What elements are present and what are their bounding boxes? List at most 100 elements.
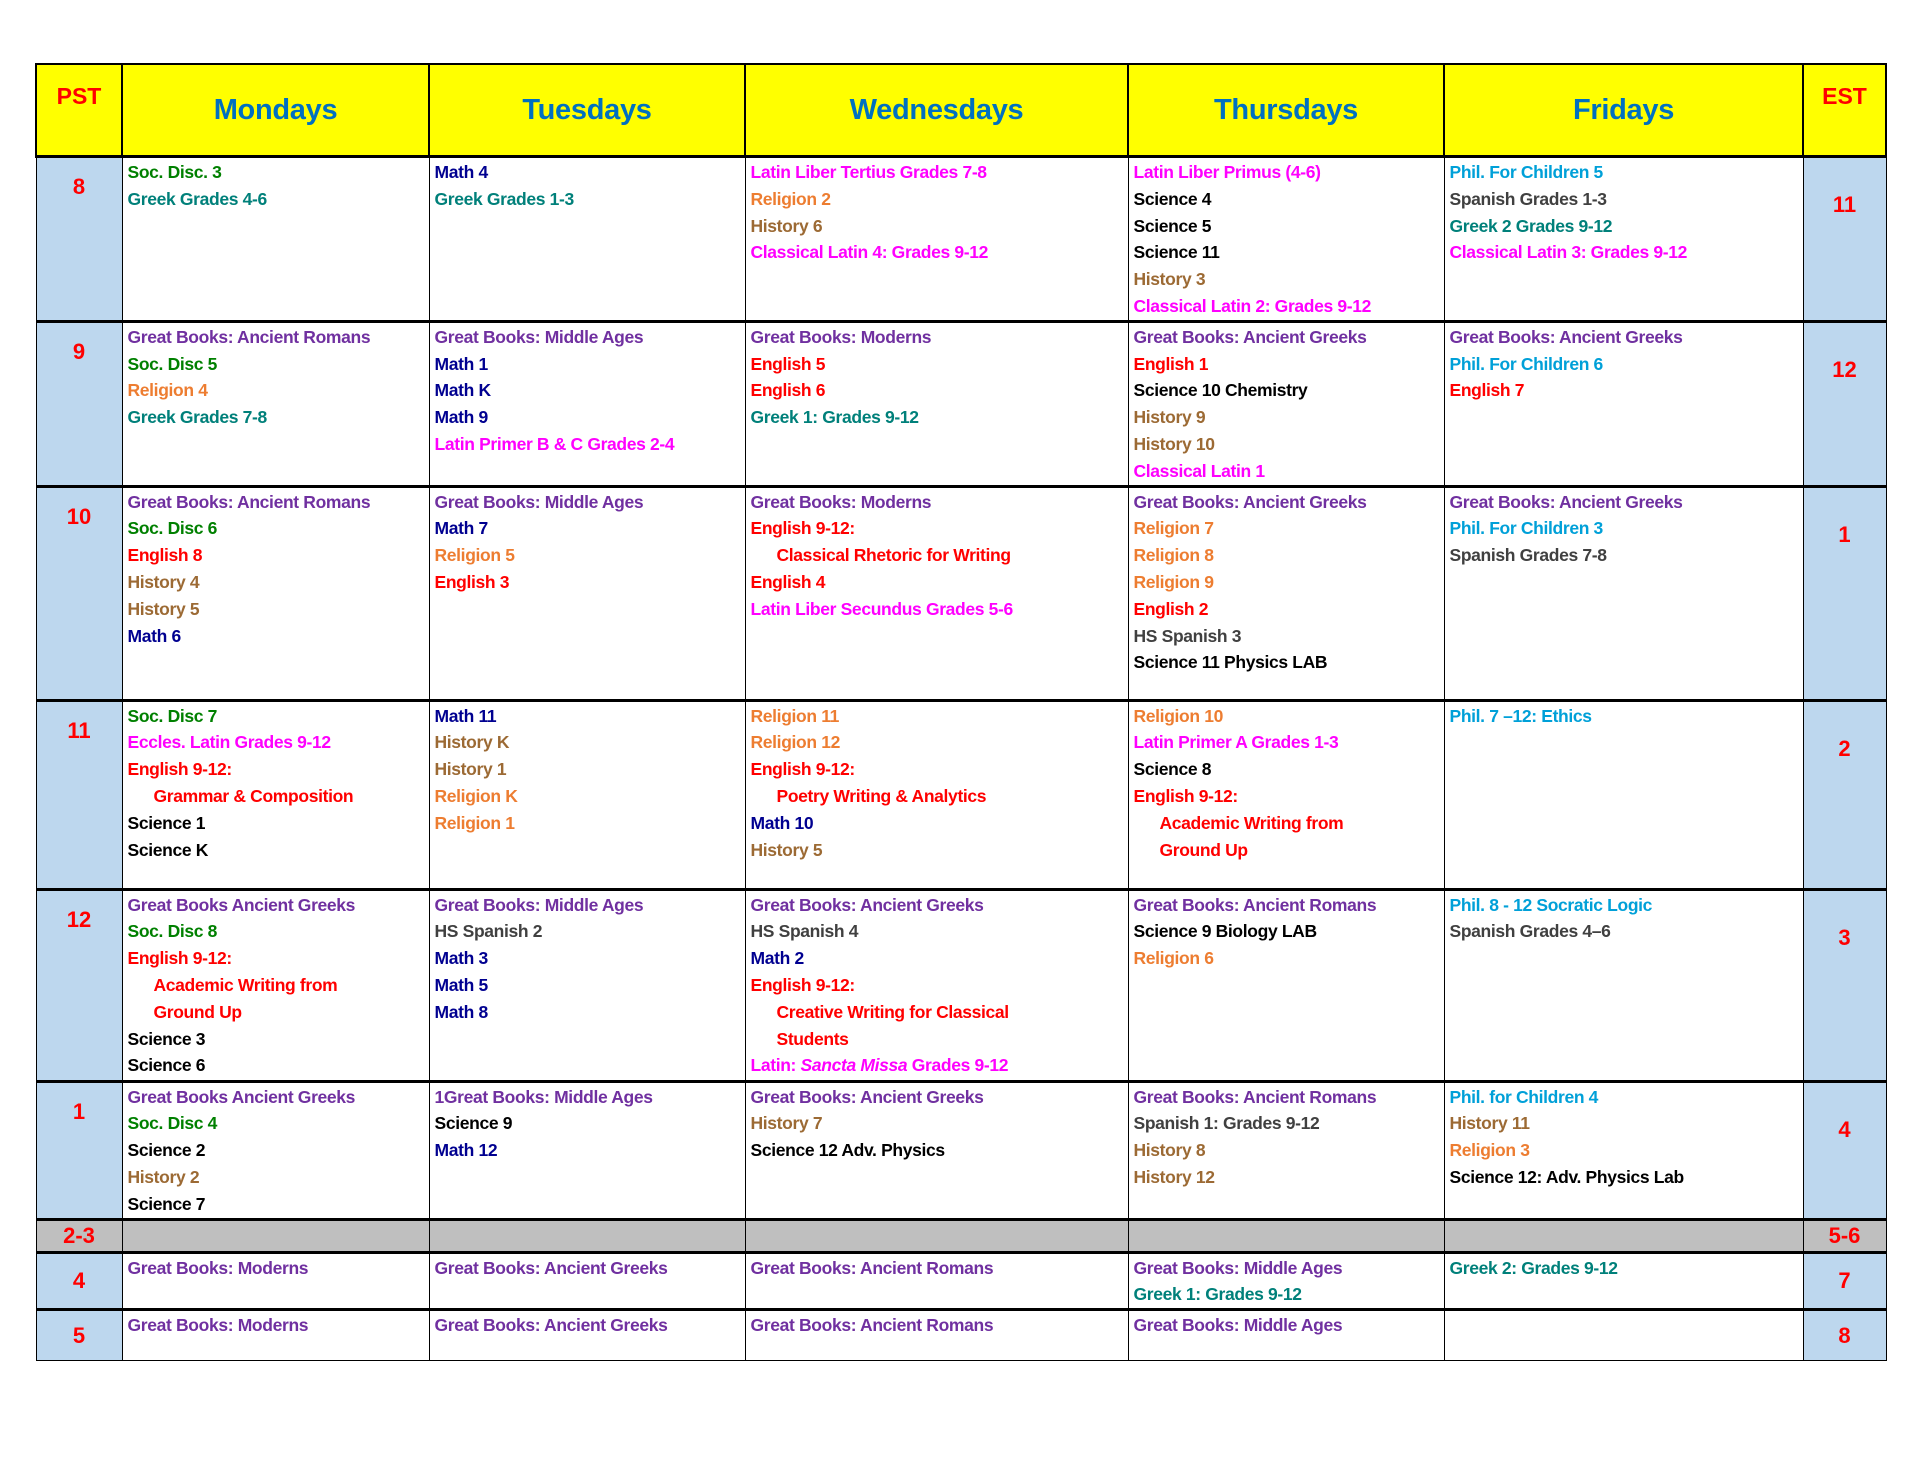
class-entry: Great Books: Ancient Greeks: [1449, 491, 1683, 512]
class-entry: English 7: [1449, 380, 1525, 401]
class-entry: Great Books: Ancient Greeks: [750, 894, 984, 915]
class-entry: Religion 1: [434, 812, 515, 833]
class-entry: Great Books: Middle Ages: [1133, 1257, 1343, 1278]
class-entry: Greek Grades 1-3: [434, 188, 575, 209]
class-entry: Science 5: [1133, 215, 1212, 236]
pst-time: 5: [35, 1308, 123, 1362]
class-entry: Great Books: Ancient Romans: [1133, 1086, 1377, 1107]
class-entry: English 1: [1133, 353, 1209, 374]
class-entry: Religion 8: [1133, 545, 1214, 566]
class-entry-part: Grades 9-12: [907, 1055, 1009, 1076]
class-entry: Religion 11: [750, 705, 840, 726]
time-slot-row: 10 Great Books: Ancient Romans Soc. Disc 6…: [35, 484, 1887, 701]
class-entry: Religion 10: [1133, 705, 1224, 726]
time-slot-row: 8 Soc. Disc. 3 Greek Grades 4-6 Math 4 Greek…: [35, 155, 1887, 322]
class-entry: Great Books: Middle Ages: [434, 326, 644, 347]
class-entry: Latin Primer B & C Grades 2-4: [434, 433, 675, 454]
class-entry: Soc. Disc 8: [127, 921, 218, 942]
class-entry: Religion 5: [434, 545, 515, 566]
class-entry: Math 8: [434, 1001, 489, 1022]
class-entry: History 6: [750, 215, 823, 236]
class-entry: Religion 4: [127, 380, 208, 401]
class-entry: English 9-12:: [750, 518, 856, 539]
schedule-cell-tuesday: Great Books: Middle Ages HS Spanish 2 Math…: [428, 887, 746, 1082]
time-slot-row: 1 Great Books Ancient Greeks Soc. Disc 4 Sc…: [35, 1079, 1887, 1220]
class-entry: History K: [434, 732, 510, 753]
class-entry: History 1: [434, 759, 507, 780]
class-entry: Great Books: Middle Ages: [434, 894, 644, 915]
class-entry: History 11: [1449, 1113, 1531, 1134]
day-header-thursday: Thursdays: [1127, 63, 1445, 158]
class-entry: English 8: [127, 545, 203, 566]
class-entry: History 5: [127, 598, 200, 619]
class-entry: Phil. 7 –12: Ethics: [1449, 705, 1593, 726]
class-entry: Greek 2: Grades 9-12: [1449, 1257, 1618, 1278]
class-entry: Grammar & Composition: [153, 785, 354, 806]
class-entry: Great Books: Moderns: [127, 1257, 309, 1278]
class-entry: Science 10 Chemistry: [1133, 380, 1308, 401]
class-entry: Great Books: Ancient Greeks: [434, 1315, 668, 1336]
est-time: 5-6: [1802, 1217, 1887, 1253]
class-entry: English 9-12:: [127, 948, 233, 969]
schedule-cell-tuesday: [428, 1217, 746, 1253]
time-slot-row: 4 Great Books: Moderns Great Books: Ancien…: [35, 1250, 1887, 1311]
schedule-cell-monday: Great Books Ancient Greeks Soc. Disc 8 Eng…: [121, 887, 430, 1082]
class-entry: Religion K: [434, 785, 518, 806]
class-entry: Students: [776, 1028, 849, 1049]
class-entry: Science 11 Physics LAB: [1133, 652, 1328, 673]
class-entry: History 5: [750, 839, 823, 860]
class-entry: Spanish Grades 4–6: [1449, 921, 1611, 942]
class-entry: Great Books: Ancient Greeks: [1133, 326, 1367, 347]
class-entry: Great Books: Middle Ages: [1133, 1315, 1343, 1336]
class-entry: Math 4: [434, 162, 489, 182]
class-entry: Math 5: [434, 974, 489, 995]
class-entry: Math 7: [434, 518, 489, 539]
class-entry: Math 6: [127, 625, 182, 646]
class-entry: HS Spanish 2: [434, 921, 543, 942]
class-entry: Ground Up: [153, 1001, 243, 1022]
est-time: 12: [1802, 319, 1887, 487]
class-entry: Great Books: Middle Ages: [434, 491, 644, 512]
class-entry: Phil. for Children 4: [1449, 1086, 1599, 1107]
schedule-cell-friday: Great Books: Ancient Greeks Phil. For Chi…: [1443, 484, 1804, 701]
schedule-cell-wednesday: Great Books: Ancient Romans: [744, 1250, 1129, 1311]
class-entry: Soc. Disc 6: [127, 518, 218, 539]
class-entry: Spanish 1: Grades 9-12: [1133, 1113, 1320, 1134]
class-entry: Math 2: [750, 948, 805, 969]
day-header-friday: Fridays: [1443, 63, 1804, 158]
class-entry-part: Latin:: [750, 1055, 801, 1076]
class-entry: Phil. For Children 5: [1449, 162, 1604, 182]
class-entry: Science 8: [1133, 759, 1212, 780]
schedule-cell-thursday: Great Books: Middle Ages: [1127, 1308, 1445, 1362]
class-entry: Latin Liber Primus (4-6): [1133, 162, 1321, 182]
class-entry: Ground Up: [1159, 839, 1249, 860]
class-entry: Science 12: Adv. Physics Lab: [1449, 1166, 1685, 1187]
schedule-cell-wednesday: [744, 1217, 1129, 1253]
schedule-cell-monday: Great Books Ancient Greeks Soc. Disc 4 Sci…: [121, 1079, 430, 1220]
class-entry: English 9-12:: [750, 759, 856, 780]
class-entry: Soc. Disc 5: [127, 353, 218, 374]
class-entry: Phil. For Children 3: [1449, 518, 1604, 539]
class-entry: Math 3: [434, 948, 489, 969]
class-entry: Classical Latin 2: Grades 9-12: [1133, 295, 1372, 316]
class-entry: HS Spanish 3: [1133, 625, 1242, 646]
class-entry: Religion 9: [1133, 571, 1214, 592]
class-entry: Math 11: [434, 705, 497, 726]
schedule-cell-friday: [1443, 1308, 1804, 1362]
class-entry: Phil. 8 - 12 Socratic Logic: [1449, 894, 1653, 915]
schedule-cell-monday: Great Books: Moderns: [121, 1250, 430, 1311]
schedule-cell-friday: Great Books: Ancient Greeks Phil. For Chi…: [1443, 319, 1804, 487]
class-entry: Academic Writing from: [1159, 812, 1344, 833]
time-slot-row: 9 Great Books: Ancient Romans Soc. Disc 5 R…: [35, 319, 1887, 487]
class-entry: History 4: [127, 571, 200, 592]
class-entry: History 8: [1133, 1140, 1206, 1161]
class-entry: Latin: Sancta Missa Grades 9-12: [751, 1052, 1124, 1079]
class-entry: Religion 12: [750, 732, 841, 753]
class-entry: Science 12 Adv. Physics: [750, 1140, 946, 1161]
class-entry: Great Books Ancient Greeks: [127, 1086, 356, 1107]
class-schedule-table: PST Mondays Tuesdays Wednesdays Thursday…: [35, 63, 1887, 1362]
day-header-tuesday: Tuesdays: [428, 63, 746, 158]
schedule-cell-wednesday: Great Books: Moderns English 5 English 6 Gr…: [744, 319, 1129, 487]
est-header: EST: [1802, 63, 1887, 158]
est-time: 11: [1802, 155, 1887, 322]
